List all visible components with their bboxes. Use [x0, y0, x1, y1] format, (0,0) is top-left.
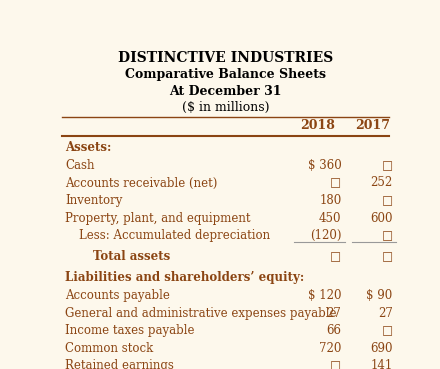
Text: Accounts payable: Accounts payable [65, 289, 170, 302]
Text: 2018: 2018 [300, 119, 335, 132]
Text: 720: 720 [319, 342, 341, 355]
Text: $ 360: $ 360 [308, 159, 341, 172]
Text: Accounts receivable (net): Accounts receivable (net) [65, 176, 218, 190]
Text: Common stock: Common stock [65, 342, 154, 355]
Text: General and administrative expenses payable: General and administrative expenses paya… [65, 307, 337, 320]
Text: Retained earnings: Retained earnings [65, 359, 174, 369]
Text: 252: 252 [370, 176, 392, 190]
Text: 27: 27 [326, 307, 341, 320]
Text: 180: 180 [319, 194, 341, 207]
Text: Total assets: Total assets [92, 250, 170, 263]
Text: $ 120: $ 120 [308, 289, 341, 302]
Text: Income taxes payable: Income taxes payable [65, 324, 195, 337]
Text: □: □ [330, 359, 341, 369]
Text: $ 90: $ 90 [367, 289, 392, 302]
Text: 2017: 2017 [355, 119, 390, 132]
Text: 600: 600 [370, 212, 392, 225]
Text: ($ in millions): ($ in millions) [182, 101, 269, 114]
Text: 66: 66 [326, 324, 341, 337]
Text: □: □ [381, 250, 392, 263]
Text: Less: Accumulated depreciation: Less: Accumulated depreciation [79, 230, 270, 242]
Text: □: □ [330, 250, 341, 263]
Text: Liabilities and shareholders’ equity:: Liabilities and shareholders’ equity: [65, 271, 304, 284]
Text: 690: 690 [370, 342, 392, 355]
Text: □: □ [381, 194, 392, 207]
Text: □: □ [381, 230, 392, 242]
Text: Assets:: Assets: [65, 141, 112, 154]
Text: □: □ [381, 324, 392, 337]
Text: (120): (120) [310, 230, 341, 242]
Text: □: □ [381, 159, 392, 172]
Text: Cash: Cash [65, 159, 95, 172]
Text: At December 31: At December 31 [169, 85, 282, 98]
Text: DISTINCTIVE INDUSTRIES: DISTINCTIVE INDUSTRIES [118, 51, 333, 65]
Text: 141: 141 [370, 359, 392, 369]
Text: 450: 450 [319, 212, 341, 225]
Text: Inventory: Inventory [65, 194, 123, 207]
Text: Property, plant, and equipment: Property, plant, and equipment [65, 212, 251, 225]
Text: □: □ [330, 176, 341, 190]
Text: Comparative Balance Sheets: Comparative Balance Sheets [125, 68, 326, 82]
Text: 27: 27 [378, 307, 392, 320]
